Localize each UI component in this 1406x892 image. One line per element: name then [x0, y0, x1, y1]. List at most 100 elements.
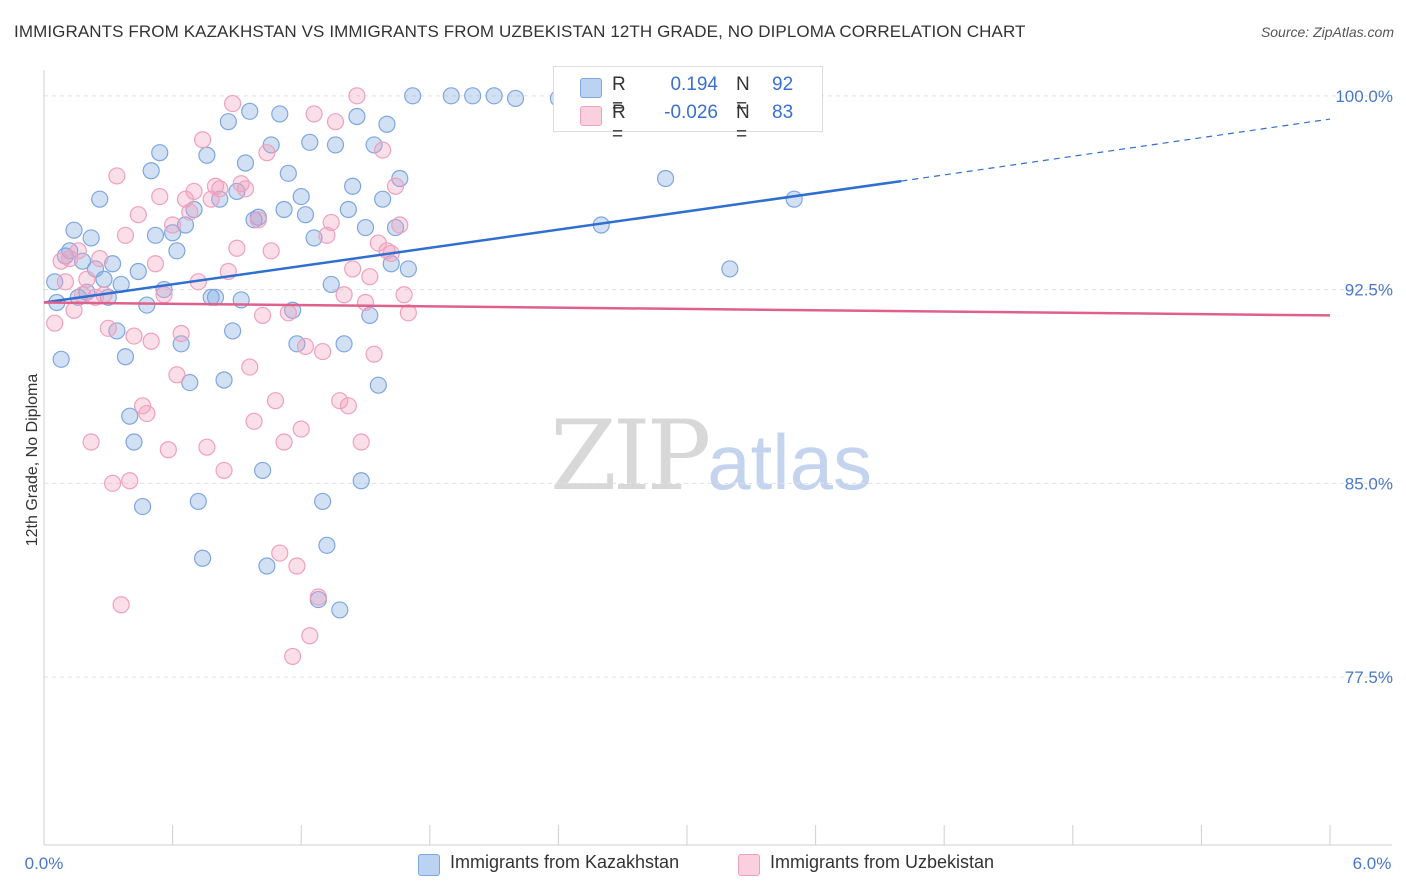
kazakhstan-point [399, 260, 417, 278]
uzbekistan-point [309, 588, 327, 606]
uzbekistan-point [326, 113, 345, 131]
uzbekistan-point [129, 206, 147, 224]
kazakhstan-point [344, 177, 362, 195]
uzbekistan-point [279, 304, 297, 322]
kazakhstan-point [404, 87, 422, 105]
kazakhstan-point [322, 275, 340, 294]
uzbekistan-point [125, 327, 143, 345]
bottom-legend-label-kazakhstan: Immigrants from Kazakhstan [450, 852, 680, 872]
uzbekistan-point [78, 270, 96, 288]
kazakhstan-point [464, 87, 482, 105]
kazakhstan-point [301, 133, 319, 151]
kazakhstan-point [151, 144, 169, 162]
chart-title: IMMIGRANTS FROM KAZAKHSTAN VS IMMIGRANTS… [14, 22, 1026, 41]
kazakhstan-point [168, 242, 186, 260]
kazakhstan-point [318, 536, 336, 554]
kazakhstan-point [103, 255, 122, 273]
uzbekistan-point [266, 392, 285, 410]
y-tick-label: 92.5% [1345, 281, 1393, 300]
kazakhstan-point [189, 492, 207, 511]
uzbekistan-point [356, 293, 375, 312]
legend-n-value: 83 [772, 102, 794, 123]
legend-r-value: -0.026 [664, 102, 718, 123]
legend-n-value: 92 [772, 74, 794, 95]
kazakhstan-point [138, 296, 156, 314]
uzbekistan-point [142, 332, 160, 350]
kazakhstan-point [275, 200, 293, 219]
kazakhstan-point [339, 200, 357, 219]
legend-r-label: R = [612, 74, 626, 117]
kazakhstan-point [146, 226, 165, 244]
kazakhstan-point [378, 115, 396, 133]
uzbekistan-point [305, 105, 323, 123]
uzbekistan-point [121, 472, 139, 490]
kazakhstan-point [271, 105, 289, 123]
uzbekistan-point [331, 392, 349, 410]
kazakhstan-point [348, 107, 366, 126]
uzbekistan-point [296, 337, 315, 356]
uzbekistan-point [65, 301, 83, 319]
uzbekistan-point [335, 286, 353, 304]
y-tick-label: 77.5% [1345, 668, 1393, 687]
uzbekistan-point [82, 433, 100, 451]
uzbekistan-point [151, 187, 169, 206]
correlation-legend: R = 0.194 N = 92 R = -0.026 N = 83 [553, 66, 823, 145]
uzbekistan-point [236, 180, 255, 198]
kazakhstan-point [194, 549, 212, 567]
uzbekistan-point [391, 216, 409, 234]
kazakhstan-point [125, 433, 143, 451]
kazakhstan-point [95, 270, 113, 288]
uzbekistan-point [112, 596, 130, 614]
uzbekistan-point [46, 314, 64, 332]
uzbekistan-point [198, 438, 216, 456]
kazakhstan-point [314, 492, 332, 511]
uzbekistan-point [103, 474, 122, 492]
uzbekistan-point [245, 412, 263, 430]
legend-swatch-kazakhstan [580, 78, 602, 98]
legend-r-value: 0.194 [670, 74, 718, 95]
uzbekistan-point [249, 211, 267, 229]
bottom-legend-label-uzbekistan: Immigrants from Uzbekistan [770, 852, 995, 872]
y-axis-label: 12th Grade, No Diploma [24, 374, 41, 547]
uzbekistan-point [99, 319, 117, 337]
watermark: ZIPatlas [550, 400, 872, 512]
kazakhstan-point [721, 260, 739, 278]
kazakhstan-point [82, 229, 100, 247]
kazakhstan-point [181, 373, 199, 392]
uzbekistan-point [168, 366, 186, 384]
kazakhstan-point [352, 472, 370, 490]
uzbekistan-point [215, 461, 233, 480]
kazakhstan-point [254, 461, 272, 480]
uzbekistan-point [254, 306, 272, 325]
uzbekistan-point [185, 182, 203, 201]
uzbekistan-point [284, 647, 302, 666]
uzbekistan-point [271, 544, 289, 562]
kazakhstan-point [215, 371, 233, 389]
uzbekistan-point [288, 557, 306, 575]
uzbekistan-point [314, 342, 332, 361]
legend-n-label: N = [736, 102, 750, 145]
kazakhstan-point [506, 89, 525, 108]
uzbekistan-point [386, 177, 405, 195]
uzbekistan-point [395, 286, 413, 304]
kazakhstan-point [91, 190, 109, 208]
source-label: Source: ZipAtlas.com [1260, 24, 1394, 40]
watermark-zip: ZIP [550, 400, 711, 512]
kazakhstan-trend-line [43, 179, 902, 304]
kazakhstan-point [369, 376, 387, 394]
uzbekistan-point [69, 242, 87, 260]
kazakhstan-point [224, 322, 242, 340]
uzbekistan-point [361, 268, 379, 286]
bottom-legend-swatch-uzbekistan [738, 854, 760, 876]
kazakhstan-point [442, 87, 460, 105]
uzbekistan-point [374, 141, 392, 159]
kazakhstan-point [258, 557, 276, 575]
kazakhstan-point [142, 162, 160, 180]
uzbekistan-point [146, 255, 165, 273]
kazakhstan-point [219, 113, 237, 131]
kazakhstan-point [656, 169, 675, 188]
uzbekistan-point [181, 203, 199, 221]
uzbekistan-point [344, 260, 362, 278]
uzbekistan-point [116, 226, 135, 244]
